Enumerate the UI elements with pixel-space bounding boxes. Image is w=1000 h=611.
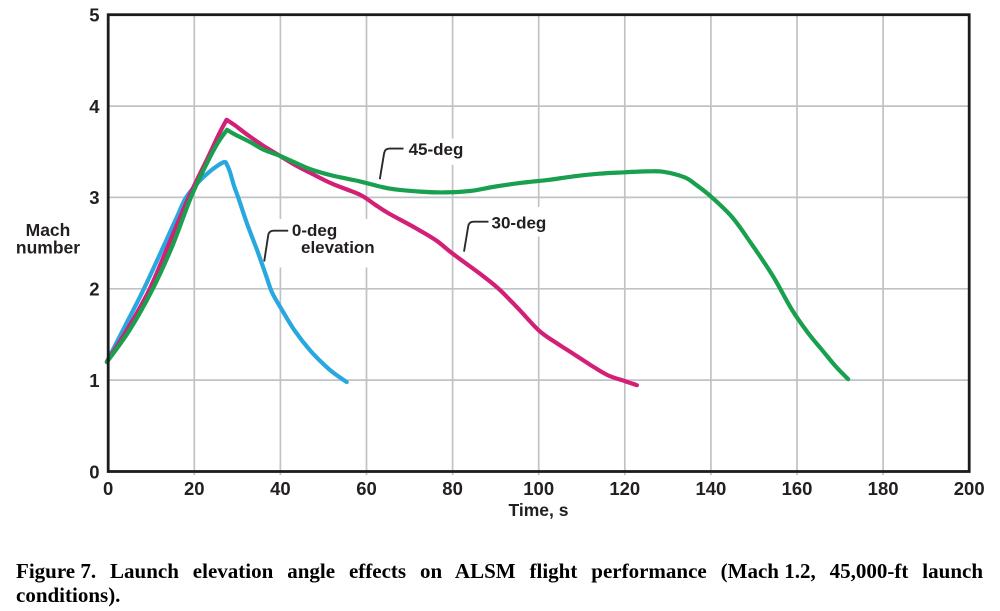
svg-text:30-deg: 30-deg — [492, 214, 547, 233]
svg-text:Mach: Mach — [26, 220, 71, 240]
svg-text:0: 0 — [103, 478, 113, 499]
svg-text:Time, s: Time, s — [509, 500, 569, 520]
svg-text:160: 160 — [782, 478, 813, 499]
svg-text:0: 0 — [89, 461, 99, 482]
svg-text:2: 2 — [89, 279, 99, 300]
svg-text:number: number — [16, 237, 80, 257]
svg-text:80: 80 — [442, 478, 463, 499]
svg-text:60: 60 — [356, 478, 377, 499]
svg-text:40: 40 — [270, 478, 291, 499]
svg-text:4: 4 — [89, 96, 100, 117]
svg-text:20: 20 — [184, 478, 205, 499]
svg-text:45-deg: 45-deg — [409, 140, 464, 159]
svg-text:140: 140 — [695, 478, 726, 499]
svg-text:0-deg: 0-deg — [292, 221, 337, 240]
svg-text:elevation: elevation — [301, 238, 375, 257]
svg-text:1: 1 — [89, 370, 99, 391]
svg-text:3: 3 — [89, 187, 99, 208]
svg-text:100: 100 — [523, 478, 554, 499]
svg-text:200: 200 — [954, 478, 985, 499]
svg-text:120: 120 — [609, 478, 640, 499]
svg-text:180: 180 — [868, 478, 899, 499]
svg-text:5: 5 — [89, 5, 99, 26]
